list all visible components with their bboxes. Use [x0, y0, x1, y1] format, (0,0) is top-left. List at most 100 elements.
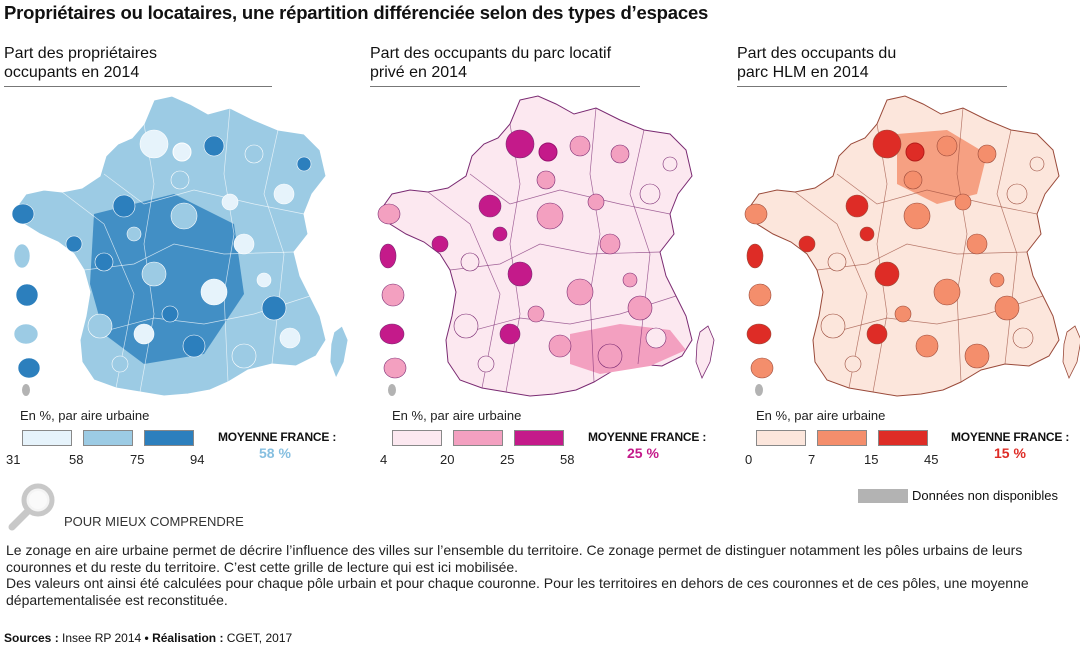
urban-area [903, 170, 923, 190]
urban-area [645, 327, 667, 349]
average-label: MOYENNE FRANCE : [951, 430, 1070, 444]
average-label: MOYENNE FRANCE : [218, 430, 337, 444]
urban-area [610, 144, 630, 164]
overseas-territory [748, 283, 772, 307]
department-boundary [956, 107, 968, 383]
urban-area [903, 202, 931, 230]
urban-area [244, 144, 264, 164]
overseas-territory [744, 203, 768, 225]
urban-area [1012, 327, 1034, 349]
legend-caption: En %, par aire urbaine [20, 408, 150, 423]
urban-area [989, 272, 1005, 288]
legend-swatch-mid [83, 430, 133, 446]
map-panel-social-housing: Part des occupants du parc HLM en 2014 E… [737, 40, 1080, 480]
regional-shading [570, 324, 686, 374]
urban-area [845, 194, 869, 218]
map-panel-private-rental: Part des occupants du parc locatif privé… [370, 40, 730, 480]
urban-area [599, 233, 621, 255]
urban-area [256, 272, 272, 288]
urban-area [548, 334, 572, 358]
department-boundary [836, 173, 1038, 215]
urban-area [966, 233, 988, 255]
corsica-shape [695, 325, 715, 379]
urban-area [170, 170, 190, 190]
title-rule [370, 86, 640, 87]
urban-area [1006, 183, 1028, 205]
urban-area [65, 235, 83, 253]
urban-area [231, 343, 257, 369]
legend-swatch-high [878, 430, 928, 446]
title-rule [737, 86, 1007, 87]
title-rule [4, 86, 272, 87]
nodata-territory [388, 384, 396, 396]
urban-area [161, 305, 179, 323]
urban-area [505, 129, 535, 159]
urban-area [820, 313, 846, 339]
urban-area [478, 194, 502, 218]
overseas-territory [17, 357, 41, 379]
urban-area [170, 202, 198, 230]
urban-area [662, 156, 678, 172]
urban-area [536, 170, 556, 190]
explanation-paragraph: Des valeurs ont ainsi été calculées pour… [6, 575, 1029, 608]
overseas-territory [13, 243, 31, 269]
urban-area [477, 355, 495, 373]
understand-heading: POUR MIEUX COMPRENDRE [64, 514, 244, 529]
urban-area [894, 305, 912, 323]
sources-line: Sources : Insee RP 2014 • Réalisation : … [4, 631, 293, 645]
urban-area [936, 135, 958, 157]
legend-swatch-high [144, 430, 194, 446]
overseas-territory [379, 323, 405, 345]
urban-area [1029, 156, 1045, 172]
urban-area [141, 261, 167, 287]
corsica-shape [329, 325, 349, 379]
urban-area [273, 183, 295, 205]
urban-area [111, 355, 129, 373]
urban-area [203, 135, 225, 157]
urban-area [112, 194, 136, 218]
urban-area [527, 305, 545, 323]
urban-area [507, 261, 533, 287]
panel-title: Part des occupants du parc locatif privé… [370, 45, 612, 81]
overseas-territory [379, 243, 397, 269]
france-map-private-rental [377, 95, 715, 397]
urban-area [221, 193, 239, 211]
urban-area [994, 295, 1020, 321]
nodata-swatch [858, 489, 908, 503]
paris-area [905, 142, 925, 162]
department-boundary [61, 191, 135, 389]
urban-area [639, 183, 661, 205]
urban-area [977, 144, 997, 164]
paris-area [538, 142, 558, 162]
department-boundary [794, 191, 868, 389]
legend-tick: 15 [864, 452, 879, 467]
overseas-territory [377, 203, 401, 225]
urban-area [597, 343, 623, 369]
overseas-territory [746, 323, 772, 345]
average-value: 58 % [259, 445, 291, 461]
urban-area [866, 323, 888, 345]
legend-tick: 31 [6, 452, 21, 467]
urban-area [874, 261, 900, 287]
urban-area [453, 313, 479, 339]
corsica-shape [1062, 325, 1080, 379]
urban-area [536, 202, 564, 230]
urban-area [133, 323, 155, 345]
urban-area [569, 135, 591, 157]
overseas-territory [750, 357, 774, 379]
infographic-title: Propriétaires ou locataires, une réparti… [4, 2, 709, 23]
urban-area [279, 327, 301, 349]
nodata-territory [755, 384, 763, 396]
legend-tick: 0 [745, 452, 753, 467]
legend-caption: En %, par aire urbaine [756, 408, 886, 423]
average-value: 25 % [627, 445, 659, 461]
legend-swatch-mid [817, 430, 867, 446]
explanation-paragraph: Le zonage en aire urbaine permet de décr… [6, 542, 1023, 575]
overseas-territory [383, 357, 407, 379]
overseas-territory [11, 203, 35, 225]
urban-area [622, 272, 638, 288]
legend-tick: 75 [130, 452, 145, 467]
urban-area [431, 235, 449, 253]
overseas-territory [381, 283, 405, 307]
legend-swatch-high [514, 430, 564, 446]
